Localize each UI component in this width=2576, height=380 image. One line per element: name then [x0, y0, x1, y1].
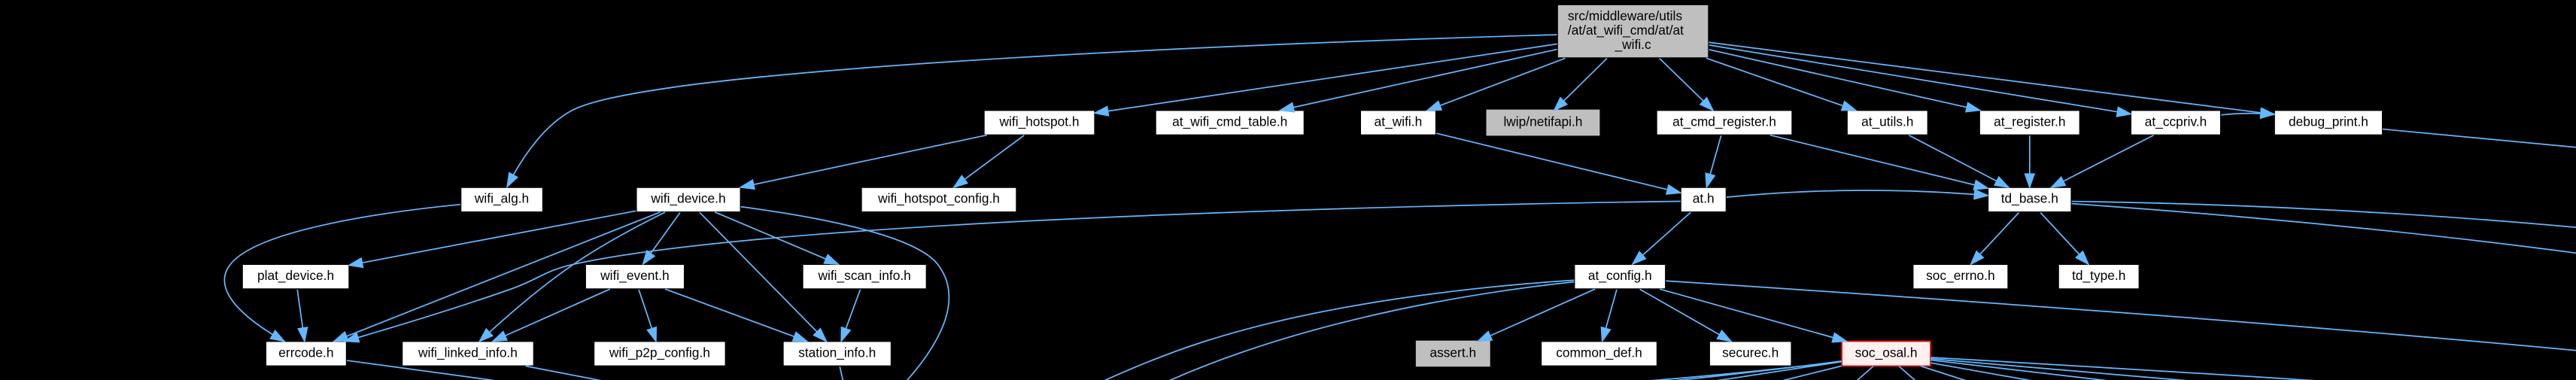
- svg-text:assert.h: assert.h: [1429, 345, 1476, 360]
- svg-text:at_cmd_register.h: at_cmd_register.h: [1672, 114, 1776, 129]
- svg-text:lwip/netifapi.h: lwip/netifapi.h: [1503, 114, 1582, 129]
- svg-text:at_wifi_cmd_table.h: at_wifi_cmd_table.h: [1172, 114, 1287, 129]
- svg-text:at_wifi.h: at_wifi.h: [1375, 114, 1423, 129]
- svg-text:wifi_device.h: wifi_device.h: [650, 191, 725, 206]
- svg-text:wifi_alg.h: wifi_alg.h: [474, 191, 529, 206]
- svg-text:debug_print.h: debug_print.h: [2289, 114, 2368, 129]
- svg-text:station_info.h: station_info.h: [798, 345, 876, 360]
- svg-text:plat_device.h: plat_device.h: [257, 268, 334, 283]
- svg-text:wifi_p2p_config.h: wifi_p2p_config.h: [609, 345, 710, 360]
- svg-text:at_config.h: at_config.h: [1588, 268, 1652, 283]
- svg-text:errcode.h: errcode.h: [278, 345, 333, 360]
- svg-text:wifi_event.h: wifi_event.h: [600, 268, 670, 283]
- svg-text:soc_osal.h: soc_osal.h: [1855, 345, 1918, 360]
- svg-text:wifi_linked_info.h: wifi_linked_info.h: [418, 345, 518, 360]
- svg-text:wifi_scan_info.h: wifi_scan_info.h: [818, 268, 911, 283]
- svg-text:/at/at_wifi_cmd/at/at: /at/at_wifi_cmd/at/at: [1568, 23, 1684, 38]
- svg-text:src/middleware/utils: src/middleware/utils: [1568, 8, 1682, 23]
- svg-text:at_register.h: at_register.h: [1994, 114, 2065, 129]
- svg-text:_wifi.c: _wifi.c: [1615, 37, 1651, 52]
- svg-text:at_utils.h: at_utils.h: [1861, 114, 1913, 129]
- svg-text:at.h: at.h: [1693, 191, 1715, 206]
- svg-text:soc_errno.h: soc_errno.h: [1926, 268, 1995, 283]
- svg-text:securec.h: securec.h: [1722, 345, 1779, 360]
- svg-text:td_base.h: td_base.h: [2001, 191, 2058, 206]
- svg-text:wifi_hotspot_config.h: wifi_hotspot_config.h: [877, 191, 1000, 206]
- svg-text:at_ccpriv.h: at_ccpriv.h: [2145, 114, 2207, 129]
- svg-text:td_type.h: td_type.h: [2072, 268, 2125, 283]
- svg-text:common_def.h: common_def.h: [1556, 345, 1642, 360]
- svg-text:wifi_hotspot.h: wifi_hotspot.h: [999, 114, 1080, 129]
